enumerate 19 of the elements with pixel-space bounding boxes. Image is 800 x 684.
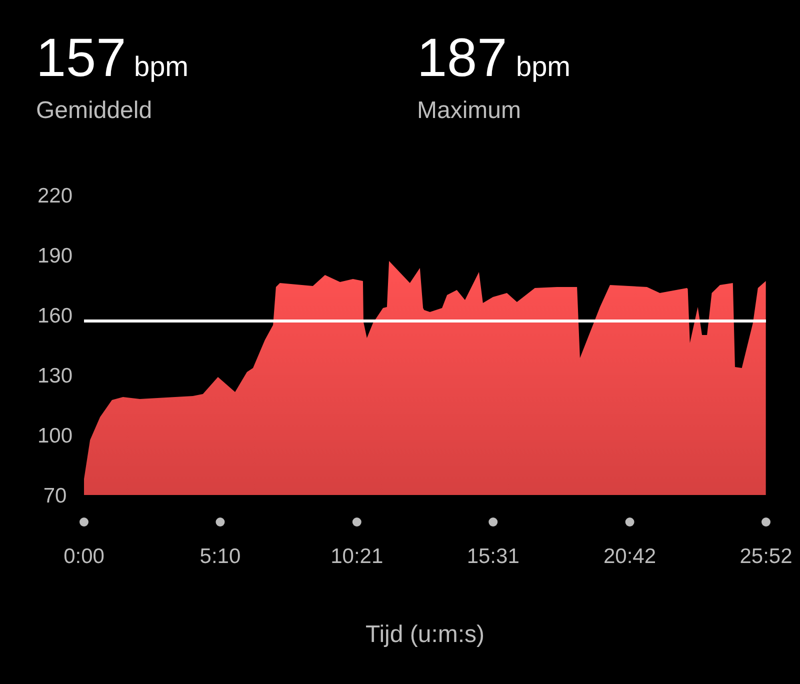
x-tick-label: 15:31 (466, 545, 520, 568)
x-tick-label: 10:21 (330, 545, 384, 568)
text: bpm (134, 51, 188, 82)
text: 187 (417, 28, 508, 88)
text: Maximum (417, 97, 522, 124)
y-tick-label: 100 (37, 424, 73, 448)
y-tick-label: 130 (37, 364, 73, 388)
x-axis-title: Tijd (u:m:s) (365, 621, 485, 648)
x-tick-label: 25:52 (740, 545, 792, 568)
y-tick-label: 70 (43, 484, 67, 508)
y-tick-label: 220 (37, 184, 73, 208)
text: 157 (36, 28, 126, 88)
x-tick-label: 5:10 (200, 545, 241, 568)
y-tick-label: 190 (37, 244, 73, 268)
x-tick-label: 0:00 (64, 545, 104, 568)
y-tick-label: 160 (37, 304, 73, 328)
x-tick-label: 20:42 (603, 545, 656, 568)
text: bpm (516, 51, 570, 82)
text: Gemiddeld (36, 97, 152, 124)
